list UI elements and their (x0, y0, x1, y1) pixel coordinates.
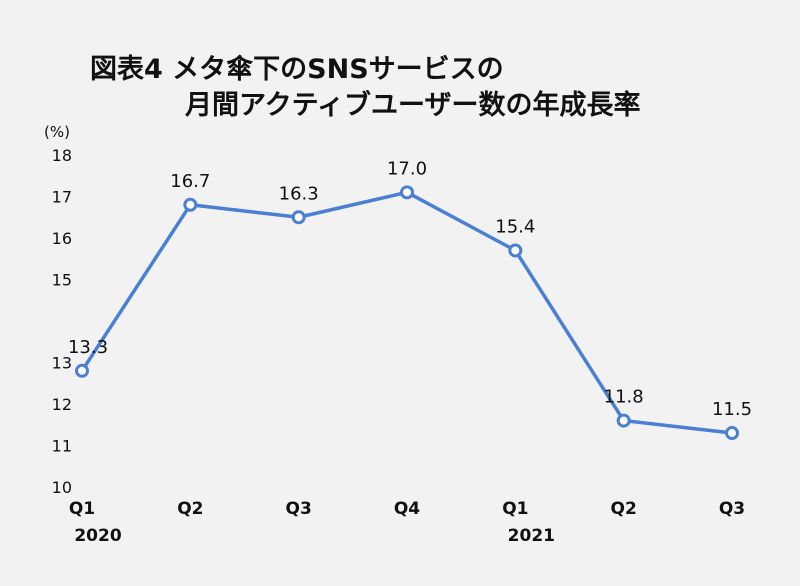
y-axis-unit-label: (%) (44, 123, 70, 141)
y-tick-label: 18 (52, 146, 72, 165)
x-tick-label: Q4 (394, 499, 420, 519)
data-label: 11.5 (712, 399, 752, 420)
data-point-marker (400, 185, 414, 200)
y-axis-ticks: 10 11 12 13 15 16 17 18 (52, 146, 72, 497)
data-label: 15.4 (495, 216, 535, 237)
data-label: 16.3 (279, 183, 319, 204)
y-tick-label: 17 (52, 188, 72, 207)
data-point-marker (183, 197, 198, 212)
x-axis-year-labels: 2020 2021 (74, 526, 555, 546)
data-point-marker (75, 363, 89, 378)
y-tick-label: 10 (52, 478, 72, 497)
data-point-marker (291, 210, 306, 225)
data-label: 11.8 (604, 387, 644, 408)
x-tick-label: Q1 (502, 499, 528, 519)
chart-title-line-1: 図表4 メタ傘下のSNSサービスの (90, 54, 504, 85)
y-tick-label: 15 (52, 271, 72, 290)
y-tick-label: 16 (52, 229, 72, 248)
x-tick-label: Q2 (177, 499, 203, 519)
x-tick-label: Q1 (69, 499, 95, 519)
x-tick-label: Q2 (611, 499, 637, 519)
y-tick-label: 13 (52, 354, 72, 373)
data-label: 16.7 (170, 171, 210, 192)
data-labels: 13.3 16.7 16.3 17.0 15.4 11.8 11.5 (68, 158, 752, 420)
data-point-marker (616, 413, 631, 428)
data-label: 17.0 (387, 158, 427, 179)
chart-title-line-2: 月間アクティブユーザー数の年成長率 (184, 89, 641, 121)
data-label: 13.3 (68, 337, 108, 358)
x-tick-label: Q3 (286, 499, 312, 519)
data-point-marker (508, 243, 523, 258)
year-label: 2021 (508, 526, 555, 546)
y-tick-label: 11 (52, 437, 72, 456)
x-axis-ticks: Q1 Q2 Q3 Q4 Q1 Q2 Q3 (69, 499, 745, 519)
year-label: 2020 (74, 526, 121, 546)
series-markers (75, 185, 739, 441)
x-tick-label: Q3 (719, 499, 745, 519)
data-point-marker (725, 426, 739, 441)
y-tick-label: 12 (52, 395, 72, 414)
